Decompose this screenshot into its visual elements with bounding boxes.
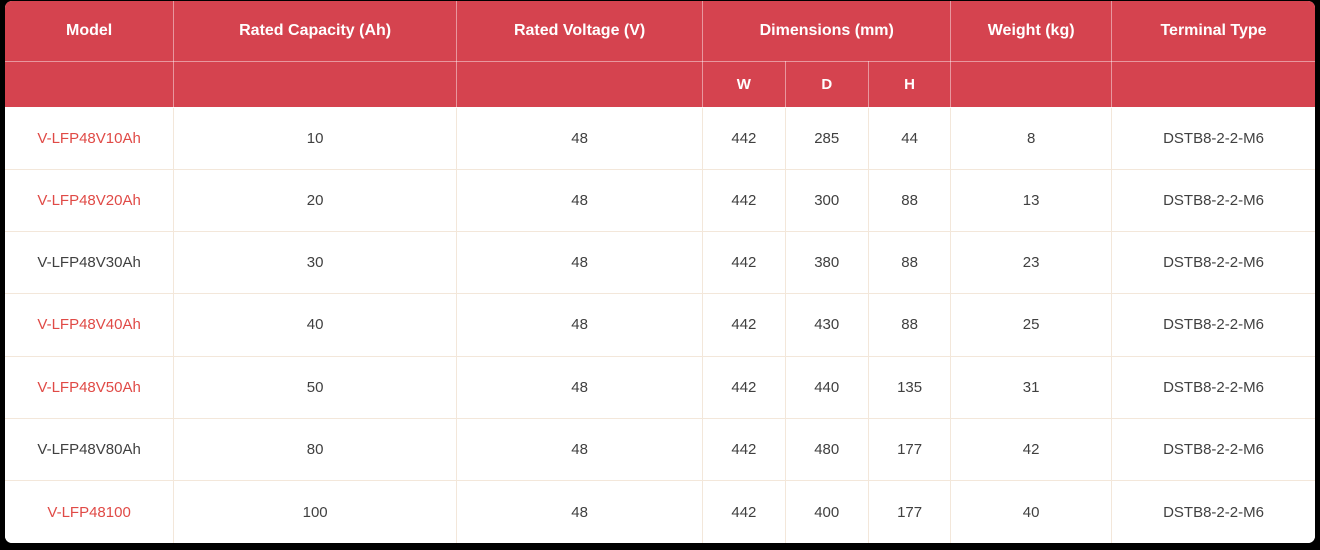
- height-cell: 177: [867, 417, 952, 482]
- capacity-cell: 50: [173, 355, 458, 419]
- voltage-cell: 48: [456, 168, 704, 233]
- terminal-cell: DSTB8-2-2-M6: [1111, 293, 1315, 357]
- header-terminal: Terminal Type: [1111, 1, 1315, 62]
- depth-cell: 440: [784, 355, 869, 419]
- terminal-cell: DSTB8-2-2-M6: [1111, 231, 1315, 295]
- model-cell[interactable]: V-LFP48V40Ah: [5, 293, 175, 357]
- width-cell: 442: [702, 480, 786, 543]
- capacity-cell: 40: [173, 293, 458, 357]
- header-capacity-spacer: [173, 60, 458, 108]
- width-cell: 442: [702, 417, 786, 482]
- weight-cell: 8: [950, 106, 1113, 170]
- table-row: V-LFP48V40Ah 40 48 442 430 88 25 DSTB8-2…: [5, 293, 1315, 357]
- width-cell: 442: [702, 168, 786, 233]
- table-row: V-LFP48V50Ah 50 48 442 440 135 31 DSTB8-…: [5, 355, 1315, 419]
- depth-cell: 285: [784, 106, 869, 170]
- table-header: Model Rated Capacity (Ah) Rated Voltage …: [5, 1, 1315, 108]
- capacity-cell: 80: [173, 417, 458, 482]
- height-cell: 177: [867, 480, 952, 543]
- model-cell: V-LFP48V80Ah: [5, 417, 175, 482]
- header-model-spacer: [5, 60, 175, 108]
- header-voltage-spacer: [456, 60, 704, 108]
- table-row: V-LFP48V80Ah 80 48 442 480 177 42 DSTB8-…: [5, 417, 1315, 482]
- spec-table-card: Model Rated Capacity (Ah) Rated Voltage …: [5, 1, 1315, 543]
- header-row-main: Model Rated Capacity (Ah) Rated Voltage …: [5, 1, 1315, 62]
- header-dim-d: D: [784, 60, 869, 108]
- height-cell: 88: [867, 293, 952, 357]
- weight-cell: 23: [950, 231, 1113, 295]
- table-row: V-LFP48V20Ah 20 48 442 300 88 13 DSTB8-2…: [5, 168, 1315, 233]
- weight-cell: 42: [950, 417, 1113, 482]
- table-row: V-LFP48V10Ah 10 48 442 285 44 8 DSTB8-2-…: [5, 106, 1315, 170]
- weight-cell: 31: [950, 355, 1113, 419]
- weight-cell: 13: [950, 168, 1113, 233]
- header-weight-spacer: [950, 60, 1113, 108]
- weight-cell: 25: [950, 293, 1113, 357]
- table-row: V-LFP48100 100 48 442 400 177 40 DSTB8-2…: [5, 480, 1315, 543]
- voltage-cell: 48: [456, 417, 704, 482]
- header-row-sub: W D H: [5, 60, 1315, 108]
- terminal-cell: DSTB8-2-2-M6: [1111, 417, 1315, 482]
- table-body: V-LFP48V10Ah 10 48 442 285 44 8 DSTB8-2-…: [5, 106, 1315, 543]
- depth-cell: 430: [784, 293, 869, 357]
- terminal-cell: DSTB8-2-2-M6: [1111, 355, 1315, 419]
- depth-cell: 300: [784, 168, 869, 233]
- capacity-cell: 10: [173, 106, 458, 170]
- width-cell: 442: [702, 231, 786, 295]
- terminal-cell: DSTB8-2-2-M6: [1111, 168, 1315, 233]
- height-cell: 135: [867, 355, 952, 419]
- header-capacity: Rated Capacity (Ah): [173, 1, 458, 62]
- capacity-cell: 30: [173, 231, 458, 295]
- header-dim-w: W: [702, 60, 786, 108]
- terminal-cell: DSTB8-2-2-M6: [1111, 106, 1315, 170]
- height-cell: 88: [867, 231, 952, 295]
- header-voltage: Rated Voltage (V): [456, 1, 704, 62]
- header-weight: Weight (kg): [950, 1, 1113, 62]
- voltage-cell: 48: [456, 355, 704, 419]
- header-terminal-spacer: [1111, 60, 1315, 108]
- model-cell[interactable]: V-LFP48V20Ah: [5, 168, 175, 233]
- voltage-cell: 48: [456, 231, 704, 295]
- capacity-cell: 20: [173, 168, 458, 233]
- weight-cell: 40: [950, 480, 1113, 543]
- battery-spec-table: Model Rated Capacity (Ah) Rated Voltage …: [5, 1, 1315, 543]
- width-cell: 442: [702, 106, 786, 170]
- width-cell: 442: [702, 355, 786, 419]
- model-cell[interactable]: V-LFP48V10Ah: [5, 106, 175, 170]
- header-dimensions: Dimensions (mm): [702, 1, 952, 62]
- voltage-cell: 48: [456, 106, 704, 170]
- voltage-cell: 48: [456, 293, 704, 357]
- width-cell: 442: [702, 293, 786, 357]
- terminal-cell: DSTB8-2-2-M6: [1111, 480, 1315, 543]
- model-cell[interactable]: V-LFP48V50Ah: [5, 355, 175, 419]
- depth-cell: 480: [784, 417, 869, 482]
- model-cell[interactable]: V-LFP48100: [5, 480, 175, 543]
- capacity-cell: 100: [173, 480, 458, 543]
- table-row: V-LFP48V30Ah 30 48 442 380 88 23 DSTB8-2…: [5, 231, 1315, 295]
- height-cell: 44: [867, 106, 952, 170]
- height-cell: 88: [867, 168, 952, 233]
- model-cell: V-LFP48V30Ah: [5, 231, 175, 295]
- header-dim-h: H: [867, 60, 952, 108]
- depth-cell: 380: [784, 231, 869, 295]
- voltage-cell: 48: [456, 480, 704, 543]
- depth-cell: 400: [784, 480, 869, 543]
- header-model: Model: [5, 1, 175, 62]
